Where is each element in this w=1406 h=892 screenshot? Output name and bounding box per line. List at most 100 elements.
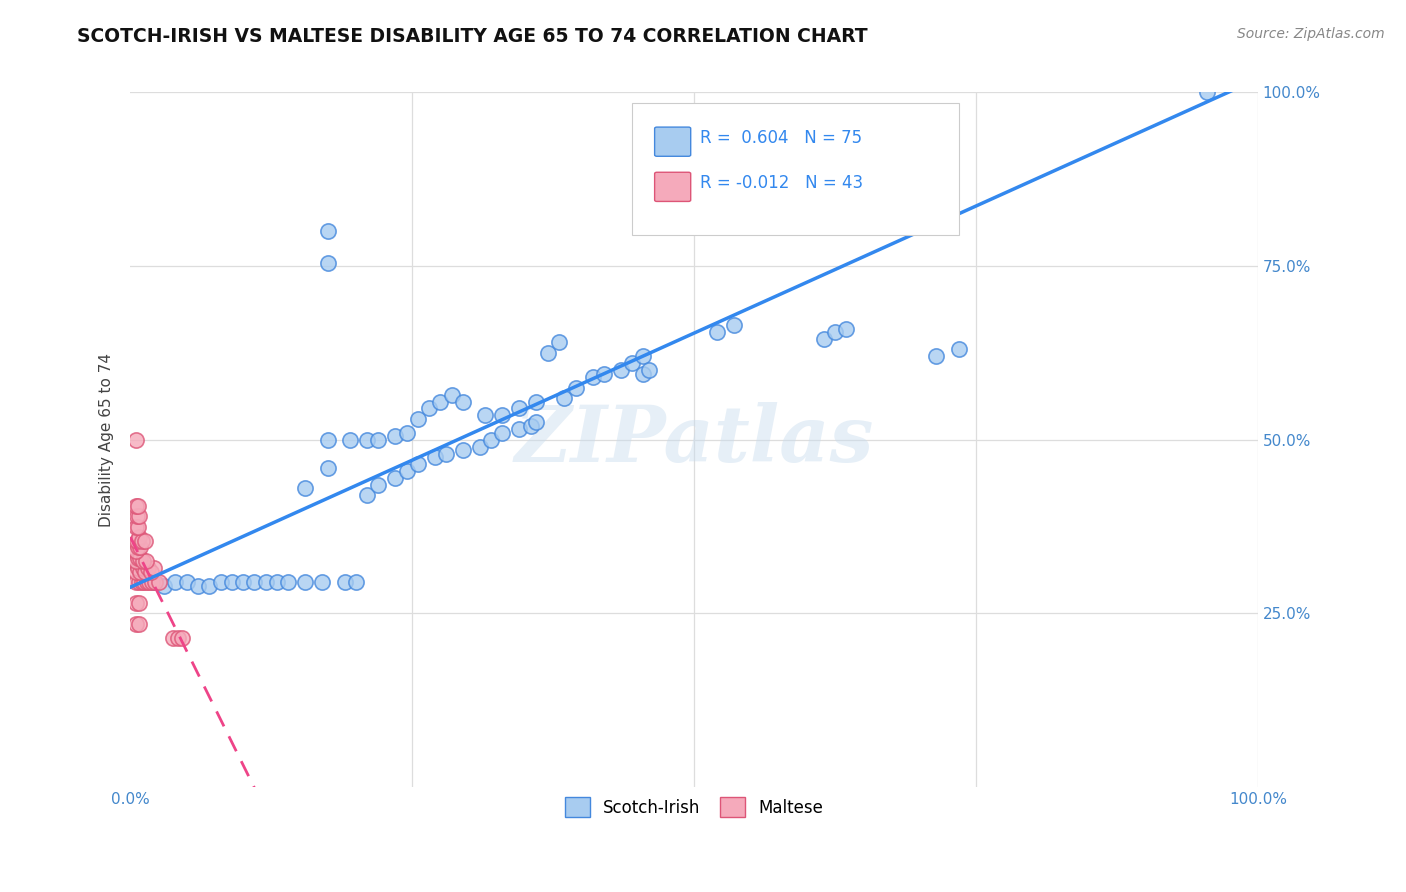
Point bbox=[395, 425, 418, 440]
Point bbox=[294, 482, 316, 496]
Point bbox=[846, 134, 869, 148]
Point bbox=[451, 394, 474, 409]
Point bbox=[125, 596, 148, 610]
Point bbox=[581, 370, 603, 384]
Point bbox=[125, 544, 148, 558]
Point bbox=[830, 106, 852, 120]
Text: R =  0.604   N = 75: R = 0.604 N = 75 bbox=[700, 128, 862, 146]
Point bbox=[125, 433, 148, 447]
Y-axis label: Disability Age 65 to 74: Disability Age 65 to 74 bbox=[100, 352, 114, 527]
Point bbox=[519, 418, 541, 433]
Point bbox=[835, 321, 858, 335]
Point bbox=[128, 575, 150, 590]
Point bbox=[134, 565, 156, 579]
Point bbox=[468, 440, 491, 454]
Point bbox=[451, 443, 474, 458]
FancyBboxPatch shape bbox=[655, 172, 690, 202]
Point bbox=[508, 401, 530, 416]
Point bbox=[367, 433, 389, 447]
Point bbox=[243, 575, 266, 590]
Point bbox=[138, 561, 160, 575]
Point bbox=[723, 318, 745, 332]
Point bbox=[356, 433, 378, 447]
Point bbox=[162, 631, 184, 645]
Point bbox=[128, 596, 150, 610]
Point bbox=[277, 575, 299, 590]
Point bbox=[127, 561, 149, 575]
Point bbox=[333, 575, 356, 590]
Point bbox=[367, 478, 389, 492]
Point bbox=[547, 335, 569, 350]
Point bbox=[423, 450, 446, 464]
Point bbox=[633, 367, 655, 381]
Point bbox=[474, 409, 496, 423]
Point bbox=[1197, 86, 1219, 100]
Point bbox=[524, 394, 547, 409]
Point bbox=[125, 499, 148, 513]
Legend: Scotch-Irish, Maltese: Scotch-Irish, Maltese bbox=[558, 790, 830, 824]
Point bbox=[127, 499, 149, 513]
Text: Source: ZipAtlas.com: Source: ZipAtlas.com bbox=[1237, 27, 1385, 41]
Point bbox=[266, 575, 288, 590]
Point bbox=[129, 565, 152, 579]
Point bbox=[621, 356, 644, 370]
Point bbox=[132, 575, 155, 590]
Point bbox=[406, 457, 429, 471]
Point bbox=[127, 550, 149, 565]
Point bbox=[143, 575, 166, 590]
Point bbox=[166, 631, 188, 645]
Point bbox=[127, 541, 149, 555]
Point bbox=[824, 325, 846, 339]
Point bbox=[316, 255, 339, 269]
Text: ZIPatlas: ZIPatlas bbox=[515, 401, 873, 478]
Point bbox=[131, 575, 153, 590]
Point bbox=[127, 533, 149, 548]
Point bbox=[142, 575, 165, 590]
Point bbox=[491, 409, 513, 423]
Point bbox=[125, 519, 148, 533]
Point bbox=[897, 120, 920, 134]
Point bbox=[706, 325, 728, 339]
Text: SCOTCH-IRISH VS MALTESE DISABILITY AGE 65 TO 74 CORRELATION CHART: SCOTCH-IRISH VS MALTESE DISABILITY AGE 6… bbox=[77, 27, 868, 45]
Point bbox=[176, 575, 198, 590]
Point bbox=[813, 332, 835, 346]
FancyBboxPatch shape bbox=[655, 127, 690, 156]
Point bbox=[128, 509, 150, 524]
Point bbox=[536, 346, 558, 360]
Point bbox=[125, 575, 148, 590]
Point bbox=[134, 533, 156, 548]
Point bbox=[125, 565, 148, 579]
Point bbox=[165, 575, 187, 590]
Point bbox=[406, 412, 429, 426]
Point bbox=[633, 350, 655, 364]
Point bbox=[132, 561, 155, 575]
Point bbox=[395, 464, 418, 478]
Point bbox=[553, 391, 575, 405]
Point bbox=[128, 616, 150, 631]
Point bbox=[143, 561, 166, 575]
Point bbox=[221, 575, 243, 590]
Point bbox=[172, 631, 194, 645]
Point bbox=[129, 541, 152, 555]
Point bbox=[564, 381, 586, 395]
Point bbox=[132, 554, 155, 568]
Point bbox=[356, 488, 378, 502]
Point bbox=[128, 530, 150, 544]
Point bbox=[141, 575, 163, 590]
Point bbox=[948, 343, 970, 357]
Point bbox=[479, 433, 502, 447]
Point bbox=[384, 429, 406, 443]
FancyBboxPatch shape bbox=[633, 103, 959, 235]
Point bbox=[925, 350, 948, 364]
Point bbox=[136, 575, 159, 590]
Point bbox=[254, 575, 277, 590]
Point bbox=[198, 579, 221, 593]
Point bbox=[311, 575, 333, 590]
Point bbox=[125, 554, 148, 568]
Point bbox=[429, 394, 451, 409]
Point bbox=[187, 579, 209, 593]
Point bbox=[125, 616, 148, 631]
Point bbox=[344, 575, 367, 590]
Point bbox=[491, 425, 513, 440]
Point bbox=[316, 224, 339, 238]
